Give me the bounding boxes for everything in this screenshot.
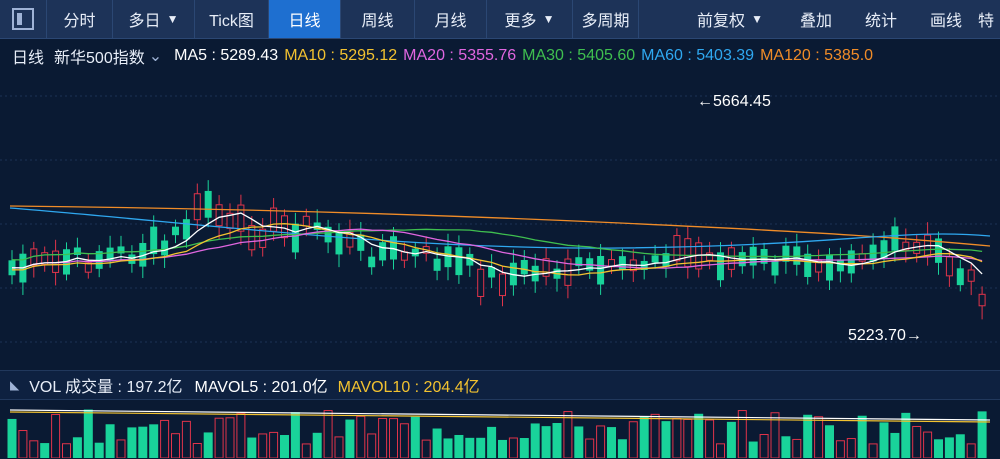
caret-down-icon: ▼: [751, 12, 763, 26]
stats-button[interactable]: 统计: [864, 13, 897, 30]
tab-monthly[interactable]: 月线: [415, 0, 487, 38]
tab-more[interactable]: 更多 ▼: [487, 0, 573, 38]
ma5-value: MA5 : 5289.43: [174, 47, 279, 64]
toolbar: 分时 多日 ▼ Tick图 日线 周线 月线 更多 ▼ 多周期 前复权 ▼ 叠加 统计…: [0, 0, 1000, 39]
period-label: 日线: [12, 50, 45, 67]
volume-value: VOL 成交量 : 197.2亿: [29, 379, 183, 396]
ma10-value: MA10 : 5295.12: [284, 47, 398, 64]
tab-daily[interactable]: 日线: [269, 0, 341, 38]
caret-down-icon: ▼: [166, 12, 179, 26]
high-annotation: ←5664.45: [697, 93, 771, 110]
tab-intraday[interactable]: 分时: [47, 0, 113, 38]
overlay-button[interactable]: 叠加: [799, 13, 832, 30]
collapse-icon[interactable]: ◣: [10, 378, 20, 392]
tab-multi-period[interactable]: 多周期: [573, 0, 639, 38]
layout-toggle-button[interactable]: [0, 0, 47, 38]
tab-tick[interactable]: Tick图: [195, 0, 269, 38]
ma60-value: MA60 : 5403.39: [641, 47, 755, 64]
special-button[interactable]: 特: [978, 13, 995, 30]
low-annotation: 5223.70→: [848, 327, 922, 344]
tab-weekly[interactable]: 周线: [341, 0, 415, 38]
toolbar-right: 前复权 ▼ 叠加 统计 画线 特: [676, 0, 1000, 38]
volume-legend-bar: ◣ VOL 成交量 : 197.2亿 MAVOL5 : 201.0亿 MAVOL…: [0, 370, 1000, 400]
index-name[interactable]: 新华500指数: [54, 50, 145, 67]
candlestick-chart[interactable]: [0, 78, 1000, 368]
ma-legend-bar: 日线 新华500指数 ⌄ MA5 : 5289.43 MA10 : 5295.1…: [0, 40, 1000, 72]
volume-chart[interactable]: [0, 400, 1000, 458]
ma120-value: MA120 : 5385.0: [760, 47, 874, 64]
caret-down-icon: ▼: [542, 12, 555, 26]
draw-button[interactable]: 画线: [929, 13, 962, 30]
panel-icon: [12, 8, 34, 30]
mavol5-value: MAVOL5 : 201.0亿: [194, 379, 328, 396]
ma20-value: MA20 : 5355.76: [403, 47, 517, 64]
chevron-down-icon[interactable]: ⌄: [148, 48, 163, 65]
ma30-value: MA30 : 5405.60: [522, 47, 636, 64]
mavol10-value: MAVOL10 : 204.4亿: [337, 379, 480, 396]
adjust-dropdown[interactable]: 前复权 ▼: [697, 12, 763, 30]
tab-multi-day[interactable]: 多日 ▼: [113, 0, 195, 38]
